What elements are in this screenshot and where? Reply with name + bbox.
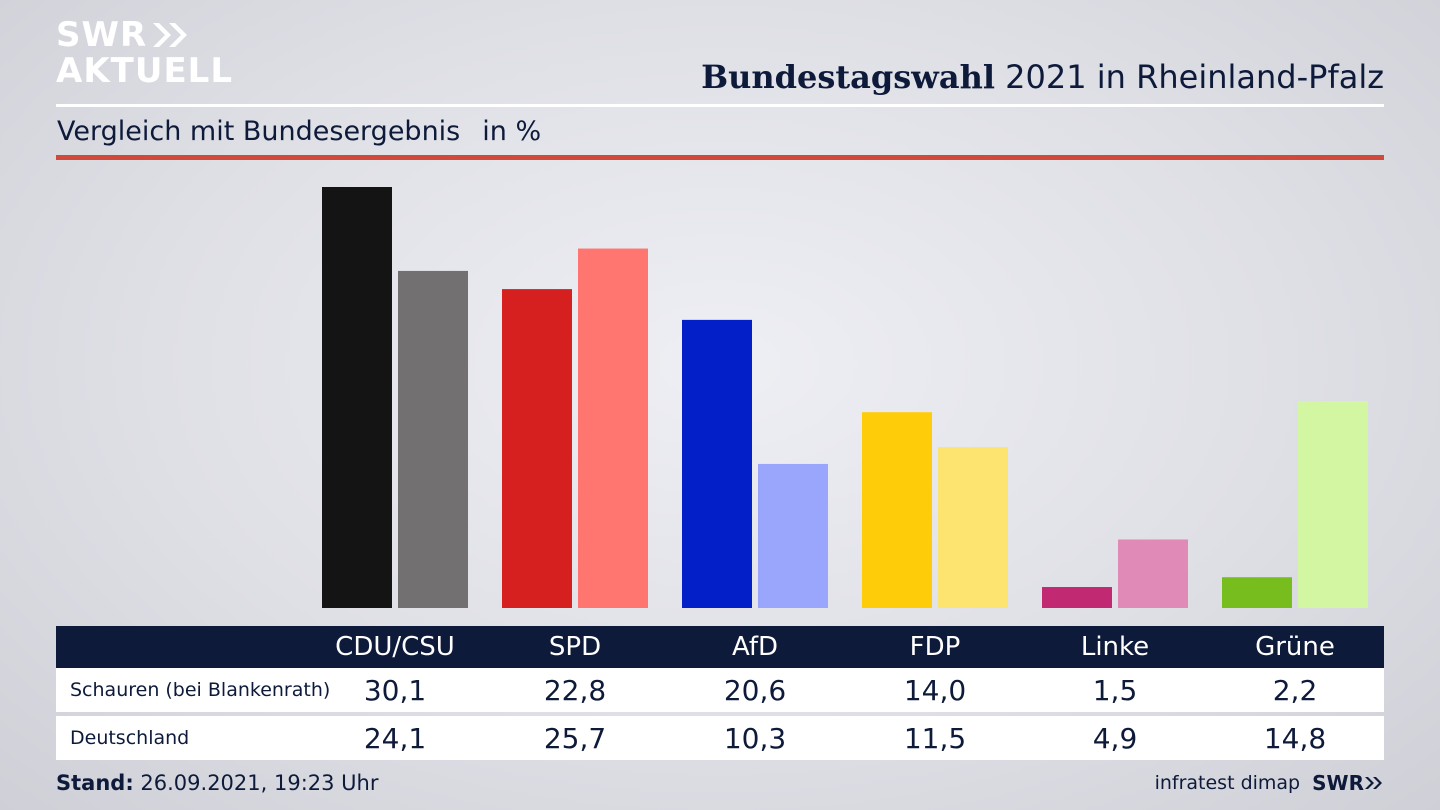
double-chevron-icon [1365, 777, 1382, 789]
source-credit: infratest dimap SWR [1155, 771, 1384, 795]
bar-local-gr-ne [1222, 577, 1292, 608]
footer-brand: SWR [1312, 771, 1384, 795]
timestamp: Stand: 26.09.2021, 19:23 Uhr [56, 771, 379, 795]
value-label: 25,7 [543, 721, 607, 755]
bar-national-afd [758, 463, 828, 608]
row-label-national: Deutschland [70, 727, 190, 749]
double-chevron-icon [153, 23, 188, 47]
title-rest: 2021 in Rheinland-Pfalz [995, 58, 1384, 96]
value-label: 11,5 [903, 721, 967, 755]
stand-label: Stand: [56, 771, 134, 795]
title-divider [56, 104, 1384, 107]
results-table: CDU/CSU SPD AfD FDP Linke Grüne Schauren (bei… [56, 626, 1384, 760]
subtitle-text: Vergleich mit Bundesergebnis [57, 116, 461, 147]
bar-local-cdu-csu [322, 187, 392, 608]
footer-brand-text: SWR [1312, 771, 1364, 795]
swr-aktuell-logo: SWR AKTUELL [56, 18, 233, 88]
value-label: 14,8 [1263, 721, 1327, 755]
category-label: SPD [548, 632, 602, 662]
subtitle-divider [56, 155, 1384, 160]
logo-text-swr: SWR [56, 15, 148, 55]
title-bold: Bundestagswahl [701, 58, 995, 96]
category-label: Grüne [1255, 632, 1335, 662]
value-label: 14,0 [903, 673, 967, 707]
bar-national-fdp [938, 447, 1008, 608]
bar-chart [322, 187, 1368, 608]
table-row-local: Schauren (bei Blankenrath) 30,1 22,8 20,6 1… [56, 668, 1384, 712]
category-label: CDU/CSU [335, 632, 455, 662]
bar-national-linke [1118, 539, 1188, 608]
table-row-national: Deutschland 24,1 25,7 10,3 11,5 4,9 14,8 [56, 716, 1384, 760]
chart-subtitle: Vergleich mit Bundesergebnis in % [57, 116, 541, 147]
bar-national-gr-ne [1298, 400, 1368, 608]
value-label: 4,9 [1092, 721, 1138, 755]
category-label: AfD [731, 632, 779, 662]
value-label: 10,3 [723, 721, 787, 755]
bar-local-afd [682, 319, 752, 608]
chart-title: Bundestagswahl 2021 in Rheinland-Pfalz [701, 58, 1384, 96]
value-label: 22,8 [543, 673, 607, 707]
value-label: 30,1 [363, 673, 427, 707]
unit-label: in % [482, 116, 542, 147]
stand-value: 26.09.2021, 19:23 Uhr [133, 771, 379, 795]
table-header-row: CDU/CSU SPD AfD FDP Linke Grüne [56, 626, 1384, 668]
value-label: 20,6 [723, 673, 787, 707]
value-label: 24,1 [363, 721, 427, 755]
category-label: FDP [909, 632, 961, 662]
bar-local-fdp [862, 412, 932, 608]
value-label: 2,2 [1272, 673, 1318, 707]
bar-local-linke [1042, 587, 1112, 608]
logo-text-aktuell: AKTUELL [56, 51, 234, 91]
bar-national-spd [578, 248, 648, 608]
bar-local-spd [502, 289, 572, 608]
bar-national-cdu-csu [398, 270, 468, 608]
category-label: Linke [1080, 632, 1150, 662]
source-label: infratest dimap [1154, 772, 1301, 794]
value-label: 1,5 [1092, 673, 1138, 707]
row-label-local: Schauren (bei Blankenrath) [70, 679, 331, 701]
